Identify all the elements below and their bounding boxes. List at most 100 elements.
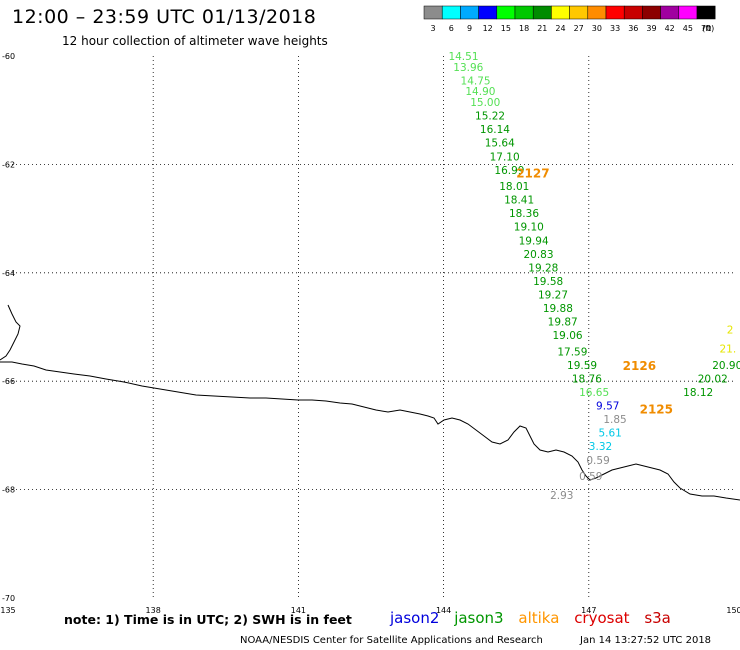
legend-tick-label: 70	[701, 24, 711, 33]
wave-height-label: 19.10	[514, 222, 544, 234]
legend-swatch	[532, 5, 552, 20]
wave-height-label: 15.22	[475, 111, 505, 123]
wave-height-label: 0.59	[586, 455, 609, 467]
wave-height-label: 5.61	[598, 428, 621, 440]
pass-time-label: 2125	[640, 402, 673, 416]
wave-height-label: 18.36	[509, 208, 539, 220]
wave-height-label: 19.94	[519, 235, 549, 247]
legend-swatch	[478, 5, 498, 20]
color-legend: 3 6 9 12 15 18 21 24 27 30 33 36 39 42 45 70(ft)	[423, 5, 716, 33]
wave-height-label: 19.06	[553, 330, 583, 342]
wave-height-label: 19.87	[548, 317, 578, 329]
legend-tick-label: 3	[431, 24, 436, 33]
map-title: 12:00 – 23:59 UTC 01/13/2018	[12, 6, 317, 28]
coastline	[0, 361, 740, 501]
legend-unit: (ft)	[702, 24, 714, 33]
legend-tick-label: 15	[501, 24, 511, 33]
legend-tick-label: 9	[467, 24, 472, 33]
wave-height-label: 1.85	[603, 414, 626, 426]
legend-swatch	[569, 5, 589, 20]
wave-height-label: 2	[727, 325, 734, 337]
lon-tick-label: 147	[581, 606, 596, 615]
wave-height-label: 15.64	[485, 138, 515, 150]
wave-height-label: 17.10	[490, 151, 520, 163]
wave-height-label: 13.96	[453, 62, 483, 74]
wave-height-label: 18.12	[683, 387, 713, 399]
legend-swatch	[441, 5, 461, 20]
legend-swatch	[551, 5, 570, 20]
wave-height-label: 20.02	[698, 373, 728, 385]
satellite-cryosat: cryosat	[574, 609, 630, 627]
legend-tick-label: 45	[683, 24, 693, 33]
legend-swatch	[623, 5, 643, 20]
wave-height-label: 9.57	[596, 401, 619, 413]
lon-tick-label: 144	[436, 606, 451, 615]
lon-tick-label: 135	[0, 606, 15, 615]
wave-height-label: 16.99	[494, 165, 524, 177]
legend-tick-label: 21	[537, 24, 547, 33]
satellite-jason3: jason3	[454, 609, 504, 627]
legend-swatch	[587, 5, 607, 20]
lon-tick-label: 138	[146, 606, 161, 615]
wave-height-label: 14.90	[465, 86, 495, 98]
pass-time-label: 2126	[623, 359, 656, 373]
wave-height-label: 19.27	[538, 289, 568, 301]
wave-height-label: 19.28	[528, 262, 558, 274]
coastline-west-inlet	[0, 304, 21, 361]
legend-tick-label: 12	[483, 24, 493, 33]
wave-height-label: 18.76	[572, 373, 602, 385]
map-subtitle: 12 hour collection of altimeter wave hei…	[62, 34, 328, 48]
legend-tick-label: 36	[628, 24, 638, 33]
lat-tick-label: -64	[2, 269, 15, 278]
legend-tick-label: 27	[574, 24, 584, 33]
wave-height-label: 15.00	[470, 97, 500, 109]
satellite-s3a: s3a	[644, 609, 671, 627]
credit-text: NOAA/NESDIS Center for Satellite Applica…	[240, 635, 543, 646]
wave-height-label: 18.41	[504, 195, 534, 207]
wave-height-label: 3.32	[589, 441, 612, 453]
satellite-legend: jason2 jason3 altika cryosat s3a	[390, 609, 681, 627]
wave-height-label: 17.59	[557, 346, 587, 358]
lat-tick-label: -60	[2, 52, 15, 61]
legend-swatch	[423, 5, 443, 20]
wave-height-label: 0.59	[579, 471, 602, 483]
lat-lon-grid: 135 138 141 144 147 150 -60 -62 -64 -66 -68 -70	[0, 52, 740, 615]
legend-swatch	[660, 5, 680, 20]
pass-time-label: 2127	[516, 167, 549, 181]
lon-tick-label: 141	[291, 606, 306, 615]
legend-swatch	[460, 5, 479, 20]
legend-tick-label: 30	[592, 24, 602, 33]
legend-tick-label: 6	[449, 24, 454, 33]
lon-tick-label: 150	[726, 606, 740, 615]
legend-tick-label: 39	[646, 24, 656, 33]
legend-swatch	[496, 5, 516, 20]
time-labels: 2127 2126 2125	[516, 167, 673, 417]
legend-tick-label: 24	[555, 24, 565, 33]
lat-tick-label: -68	[2, 486, 15, 495]
wave-height-label: 20.83	[523, 249, 553, 261]
wave-height-label: 21.	[719, 344, 736, 356]
lat-tick-label: -62	[2, 160, 15, 169]
wave-height-label: 20.90	[712, 360, 740, 372]
wave-height-label: 2.93	[550, 490, 573, 502]
legend-swatch	[514, 5, 534, 20]
wave-height-label: 18.01	[499, 181, 529, 193]
wave-height-label: 19.88	[543, 303, 573, 315]
wave-height-label: 16.65	[579, 387, 609, 399]
wave-height-label: 14.51	[448, 51, 478, 63]
legend-swatch	[642, 5, 661, 20]
legend-tick-label: 42	[665, 24, 675, 33]
satellite-jason2: jason2	[390, 609, 440, 627]
lat-tick-label: -70	[2, 594, 15, 603]
wave-height-label: 19.59	[567, 360, 597, 372]
legend-swatch	[678, 5, 698, 20]
legend-tick-label: 33	[610, 24, 620, 33]
wave-height-label: 14.75	[461, 75, 491, 87]
satellite-altika: altika	[518, 609, 560, 627]
lat-tick-label: -66	[2, 377, 15, 386]
wave-height-label: 19.58	[533, 276, 563, 288]
legend-swatch	[605, 5, 625, 20]
note-text: note: 1) Time is in UTC; 2) SWH is in fe…	[64, 612, 352, 627]
